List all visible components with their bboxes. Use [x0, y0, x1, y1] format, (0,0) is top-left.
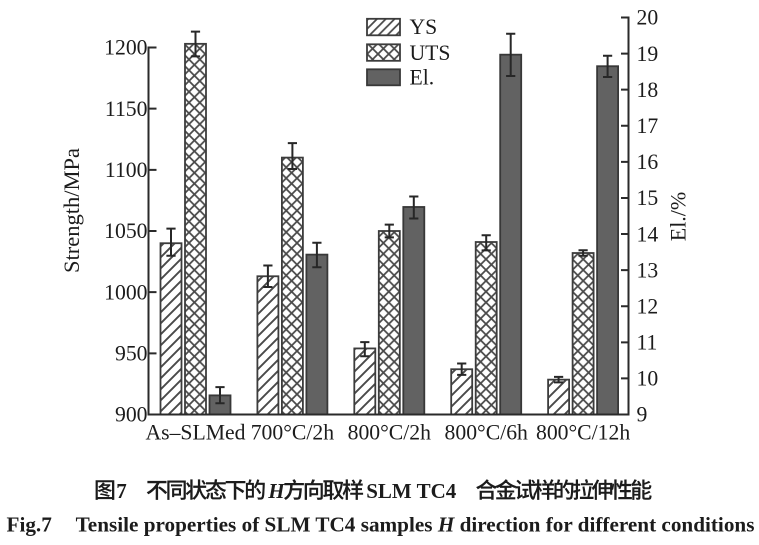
- svg-text:19: 19: [637, 42, 659, 66]
- svg-text:1150: 1150: [105, 97, 148, 121]
- svg-text:18: 18: [637, 78, 659, 102]
- svg-text:El./%: El./%: [666, 192, 691, 242]
- svg-text:1100: 1100: [105, 158, 148, 182]
- svg-text:1200: 1200: [104, 36, 148, 60]
- svg-text:9: 9: [637, 403, 648, 427]
- svg-text:900: 900: [115, 403, 148, 427]
- svg-text:800°C/6h: 800°C/6h: [445, 421, 529, 445]
- svg-text:15: 15: [637, 186, 659, 210]
- svg-text:800°C/12h: 800°C/12h: [536, 421, 630, 445]
- svg-text:YS: YS: [410, 15, 438, 39]
- svg-text:SLM TC4: SLM TC4: [366, 479, 457, 503]
- svg-text:Strength/MPa: Strength/MPa: [59, 148, 84, 273]
- svg-text:10: 10: [637, 367, 659, 391]
- svg-text:12: 12: [637, 294, 659, 318]
- svg-text:700°C/2h: 700°C/2h: [251, 421, 335, 445]
- svg-text:El.: El.: [410, 66, 435, 90]
- svg-text:14: 14: [637, 222, 659, 246]
- svg-text:H: H: [267, 479, 285, 503]
- svg-text:17: 17: [637, 114, 659, 138]
- svg-text:800°C/2h: 800°C/2h: [348, 421, 432, 445]
- svg-text:11: 11: [637, 331, 658, 355]
- svg-text:1050: 1050: [104, 219, 148, 243]
- svg-text:UTS: UTS: [410, 41, 451, 65]
- svg-text:13: 13: [637, 258, 659, 282]
- svg-text:7: 7: [116, 479, 127, 503]
- svg-text:950: 950: [115, 342, 148, 366]
- svg-text:As–SLMed: As–SLMed: [145, 421, 245, 445]
- svg-text:1000: 1000: [104, 280, 148, 304]
- svg-text:20: 20: [637, 6, 659, 30]
- svg-text:16: 16: [637, 150, 659, 174]
